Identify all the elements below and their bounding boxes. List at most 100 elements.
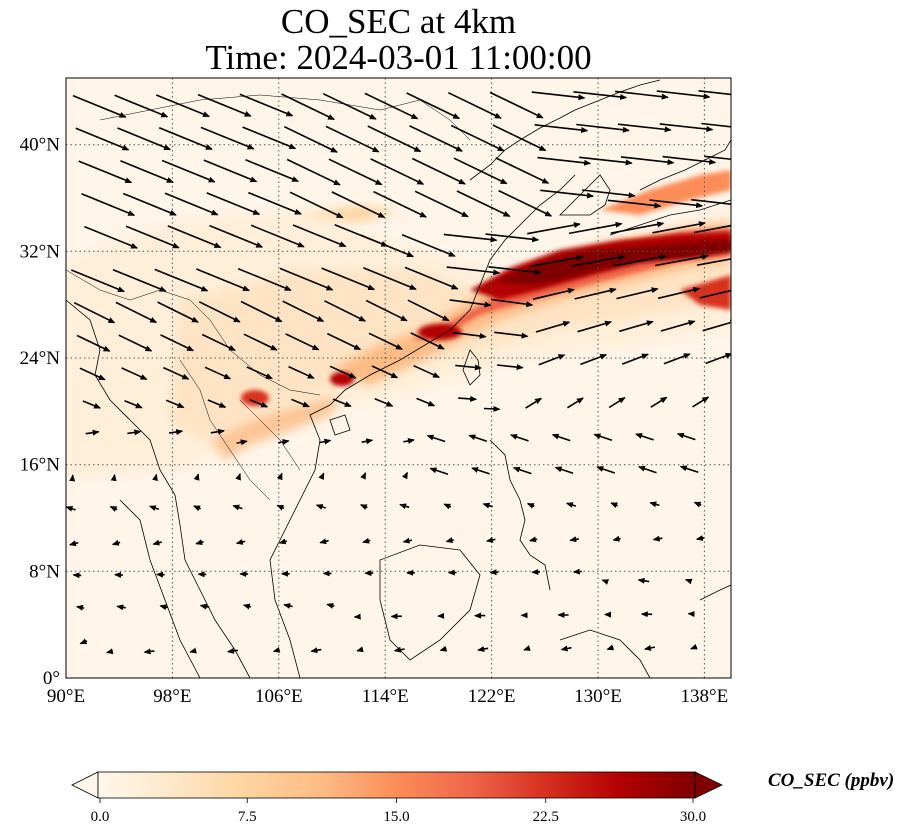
wind-arrow: [291, 398, 310, 408]
wind-arrow: [84, 225, 139, 249]
colorbar-under-triangle: [71, 771, 99, 799]
latitude-tick-label: 40°N: [20, 135, 61, 156]
wind-arrow: [326, 332, 362, 351]
wind-arrow: [613, 254, 668, 267]
latitude-labels: 0° 8°N 16°N 24°N 32°N 40°N: [20, 135, 61, 689]
longitude-tick-label: 114°E: [362, 686, 409, 707]
map-time-title: Time: 2024-03-01 11:00:00: [205, 38, 592, 77]
wind-arrow: [607, 199, 662, 209]
wind-arrow: [450, 124, 505, 152]
wind-arrow: [365, 299, 408, 322]
colorbar-tick-label: 22.5: [533, 809, 559, 825]
wind-arrow: [70, 269, 125, 293]
wind-arrow: [698, 90, 731, 96]
wind-arrow: [115, 301, 158, 324]
map-title: CO_SEC at 4km: [280, 2, 517, 41]
wind-arrow: [195, 539, 204, 546]
wind-arrow: [289, 191, 344, 219]
wind-arrow: [482, 502, 493, 509]
wind-arrow: [160, 334, 195, 352]
latitude-tick-label: 24°N: [20, 348, 61, 369]
map-frame: [65, 77, 732, 679]
wind-arrow: [579, 156, 633, 166]
colorbar: 0.0 7.5 15.0 22.5 30.0: [71, 771, 723, 825]
wind-arrow: [325, 125, 380, 153]
wind-arrow: [456, 190, 511, 218]
wind-arrow: [662, 155, 717, 165]
wind-arrow: [679, 465, 699, 474]
wind-arrow: [328, 158, 383, 186]
wind-arrow: [538, 354, 566, 366]
colorbar-tick-label: 7.5: [238, 809, 257, 825]
wind-arrow: [326, 602, 335, 609]
wind-arrow: [596, 466, 616, 474]
wind-arrow: [232, 504, 243, 511]
wind-arrow: [656, 90, 711, 100]
wind-arrow: [576, 123, 630, 133]
wind-arrow: [282, 300, 325, 323]
wind-arrow: [439, 645, 448, 652]
wind-arrow: [200, 126, 255, 150]
wind-arrow: [235, 472, 241, 481]
wind-arrow: [551, 433, 571, 442]
wind-arrow: [79, 638, 88, 645]
colorbar-title: CO_SEC (ppbv): [768, 770, 895, 791]
wind-arrow: [446, 266, 501, 276]
wind-arrow: [245, 159, 300, 183]
wind-arrow: [189, 647, 197, 654]
wind-arrow: [531, 91, 586, 101]
wind-arrow: [616, 287, 659, 300]
wind-arrow: [471, 467, 490, 475]
wind-arrow: [445, 537, 454, 544]
wind-arrow: [619, 320, 654, 333]
wind-arrow: [403, 438, 415, 444]
wind-arrow: [535, 321, 571, 333]
wind-arrow: [210, 428, 225, 435]
wind-arrow: [496, 364, 524, 371]
wind-arrow: [610, 221, 665, 234]
wind-arrow: [498, 189, 553, 217]
wind-arrow: [644, 644, 656, 651]
wind-arrow: [240, 300, 283, 323]
wind-arrow: [492, 124, 547, 152]
wind-arrow: [114, 94, 169, 118]
wind-arrow: [540, 189, 594, 199]
wind-arrow: [72, 94, 127, 118]
wind-arrow: [120, 160, 174, 183]
wind-arrow: [109, 505, 118, 512]
wind-arrow: [154, 268, 209, 292]
wind-arrow: [168, 429, 184, 435]
wind-arrow: [692, 396, 710, 408]
colorbar-tick-label: 30.0: [680, 809, 706, 825]
wind-arrow: [278, 439, 290, 445]
wind-arrow: [161, 159, 216, 183]
wind-arrow: [554, 466, 574, 475]
wind-arrow: [272, 646, 281, 653]
wind-arrow: [485, 233, 540, 243]
wind-arrow: [593, 433, 613, 441]
wind-arrow: [571, 254, 626, 267]
wind-arrow: [118, 334, 153, 352]
wind-arrow: [85, 429, 100, 436]
wind-arrow: [207, 399, 227, 408]
wind-arrow: [69, 540, 79, 547]
wind-arrow: [527, 222, 581, 235]
wind-arrow: [370, 158, 425, 185]
wind-arrow: [246, 366, 273, 380]
wind-arrow: [319, 538, 329, 545]
wind-arrow: [367, 125, 422, 153]
wind-arrow: [534, 124, 589, 134]
longitude-tick-label: 122°E: [468, 686, 516, 707]
longitude-tick-label: 90°E: [47, 686, 85, 707]
wind-arrow: [525, 397, 543, 409]
wind-arrow: [116, 604, 126, 611]
wind-arrow: [281, 93, 336, 121]
longitude-tick-label: 138°E: [681, 686, 729, 707]
wind-arrow: [209, 224, 264, 248]
wind-arrow: [638, 465, 657, 474]
wind-arrow: [127, 429, 142, 436]
wind-arrow: [236, 439, 248, 446]
wind-arrow: [159, 604, 168, 611]
wind-arrow: [78, 160, 133, 184]
wind-arrow: [577, 320, 612, 333]
